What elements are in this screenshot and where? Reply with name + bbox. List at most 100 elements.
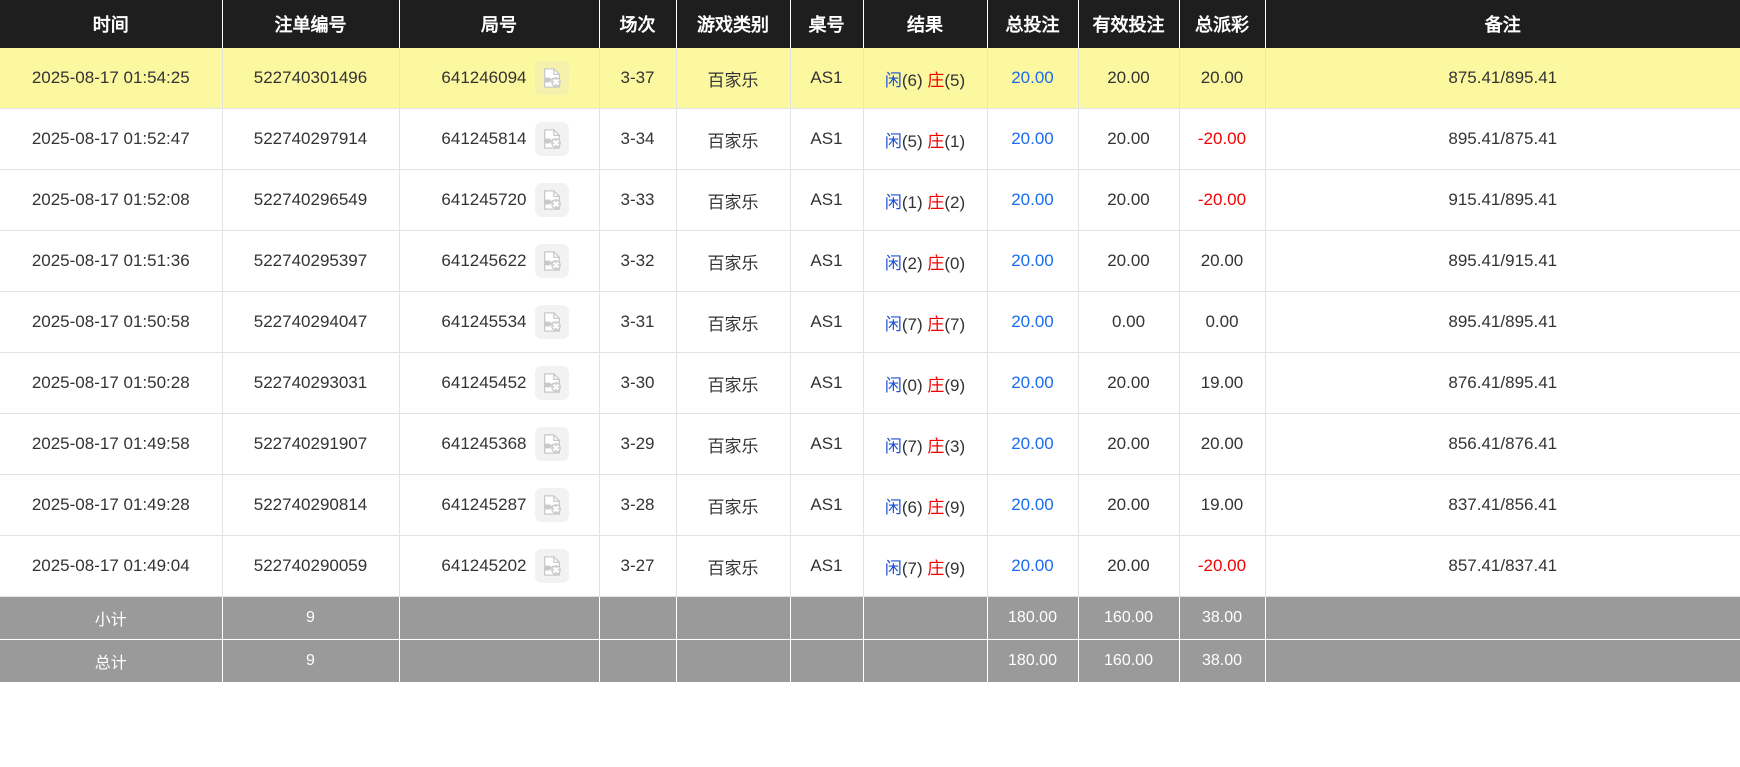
result-banker-label: 庄 [927,558,945,578]
cell-bet-no: 522740296549 [222,169,400,231]
column-header-game-type[interactable]: 游戏类别 [676,0,791,48]
cell-round-no: 641245534 [399,291,600,353]
column-header-payout[interactable]: 总派彩 [1179,0,1266,48]
video-film-icon[interactable] [534,183,569,217]
cell-round-no: 641245814 [399,108,600,170]
table-row[interactable]: 2025-08-17 01:51:36 522740295397 641245622… [0,230,1740,292]
table-row[interactable]: 2025-08-17 01:54:25 522740301496 641246094… [0,48,1740,109]
column-header-total-bet[interactable]: 总投注 [987,0,1079,48]
cell-table-no: AS1 [790,474,864,536]
cell-round-no: 641245452 [399,352,600,414]
column-header-valid-bet[interactable]: 有效投注 [1078,0,1180,48]
summary-round-no [399,639,600,683]
cell-time: 2025-08-17 01:50:58 [0,291,223,353]
result-player-label: 闲 [884,375,902,395]
summary-payout: 38.00 [1179,639,1266,683]
summary-remark [1265,639,1740,683]
header-row: 时间 注单编号 局号 场次 游戏类别 桌号 结果 总投注 有效投注 总派彩 备注 [0,0,1740,48]
table-row[interactable]: 2025-08-17 01:52:47 522740297914 641245814… [0,108,1740,170]
cell-game-type: 百家乐 [676,230,791,292]
result-banker-value: (9) [944,375,966,395]
cell-payout: -20.00 [1179,169,1266,231]
cell-time: 2025-08-17 01:54:25 [0,48,223,109]
cell-remark: 895.41/875.41 [1265,108,1740,170]
cell-payout: 20.00 [1179,230,1266,292]
cell-table-no: AS1 [790,108,864,170]
result-player-value: (7) [901,558,923,578]
table-row[interactable]: 2025-08-17 01:49:28 522740290814 641245287… [0,474,1740,536]
column-header-table-no[interactable]: 桌号 [790,0,864,48]
summary-game-type [676,596,791,640]
result-player-label: 闲 [884,497,902,517]
cell-remark: 875.41/895.41 [1265,48,1740,109]
video-film-icon[interactable] [534,61,569,95]
cell-result: 闲(6) 庄(5) [863,48,988,109]
cell-time: 2025-08-17 01:52:08 [0,169,223,231]
bet-records-table: 时间 注单编号 局号 场次 游戏类别 桌号 结果 总投注 有效投注 总派彩 备注… [0,0,1740,683]
column-header-time[interactable]: 时间 [0,0,223,48]
round-no-text: 641245534 [441,312,527,331]
result-banker-value: (9) [944,497,966,517]
summary-total-bet: 180.00 [987,639,1079,683]
cell-bet-no: 522740297914 [222,108,400,170]
result-banker-label: 庄 [927,70,945,90]
result-banker-value: (5) [944,70,966,90]
cell-remark: 895.41/915.41 [1265,230,1740,292]
cell-result: 闲(0) 庄(9) [863,352,988,414]
table-row[interactable]: 2025-08-17 01:52:08 522740296549 641245720… [0,169,1740,231]
result-player-value: (6) [901,70,923,90]
summary-total-bet: 180.00 [987,596,1079,640]
table-row[interactable]: 2025-08-17 01:49:58 522740291907 641245368… [0,413,1740,475]
summary-shift [599,639,677,683]
video-film-icon[interactable] [534,122,569,156]
table-row[interactable]: 2025-08-17 01:50:28 522740293031 641245452… [0,352,1740,414]
cell-game-type: 百家乐 [676,169,791,231]
result-banker-label: 庄 [927,436,945,456]
cell-bet-no: 522740301496 [222,48,400,109]
cell-table-no: AS1 [790,291,864,353]
cell-bet-no: 522740294047 [222,291,400,353]
cell-payout: 20.00 [1179,413,1266,475]
summary-result [863,596,988,640]
summary-row: 总计 9 180.00 160.00 38.00 [0,639,1740,683]
cell-total-bet: 20.00 [987,535,1079,597]
cell-game-type: 百家乐 [676,108,791,170]
cell-game-type: 百家乐 [676,535,791,597]
cell-total-bet: 20.00 [987,352,1079,414]
result-banker-value: (0) [944,253,966,273]
column-header-bet-no[interactable]: 注单编号 [222,0,400,48]
cell-table-no: AS1 [790,352,864,414]
video-film-icon[interactable] [534,488,569,522]
video-film-icon[interactable] [534,549,569,583]
summary-round-no [399,596,600,640]
cell-result: 闲(2) 庄(0) [863,230,988,292]
table-row[interactable]: 2025-08-17 01:50:58 522740294047 641245534… [0,291,1740,353]
cell-total-bet: 20.00 [987,48,1079,109]
summary-table-no [790,639,864,683]
cell-remark: 857.41/837.41 [1265,535,1740,597]
cell-time: 2025-08-17 01:49:58 [0,413,223,475]
cell-total-bet: 20.00 [987,169,1079,231]
cell-valid-bet: 20.00 [1078,352,1180,414]
cell-valid-bet: 20.00 [1078,108,1180,170]
column-header-remark[interactable]: 备注 [1265,0,1740,48]
column-header-round-no[interactable]: 局号 [399,0,600,48]
video-film-icon[interactable] [534,305,569,339]
cell-shift: 3-34 [599,108,677,170]
column-header-result[interactable]: 结果 [863,0,988,48]
cell-round-no: 641245287 [399,474,600,536]
cell-payout: 19.00 [1179,352,1266,414]
result-banker-label: 庄 [927,314,945,334]
result-banker-value: (7) [944,314,966,334]
summary-shift [599,596,677,640]
video-film-icon[interactable] [534,366,569,400]
video-film-icon[interactable] [534,244,569,278]
table-row[interactable]: 2025-08-17 01:49:04 522740290059 641245202… [0,535,1740,597]
cell-shift: 3-30 [599,352,677,414]
round-no-text: 641245720 [441,190,527,209]
column-header-shift[interactable]: 场次 [599,0,677,48]
video-film-icon[interactable] [534,427,569,461]
cell-valid-bet: 20.00 [1078,535,1180,597]
cell-valid-bet: 0.00 [1078,291,1180,353]
round-no-text: 641245368 [441,434,527,453]
